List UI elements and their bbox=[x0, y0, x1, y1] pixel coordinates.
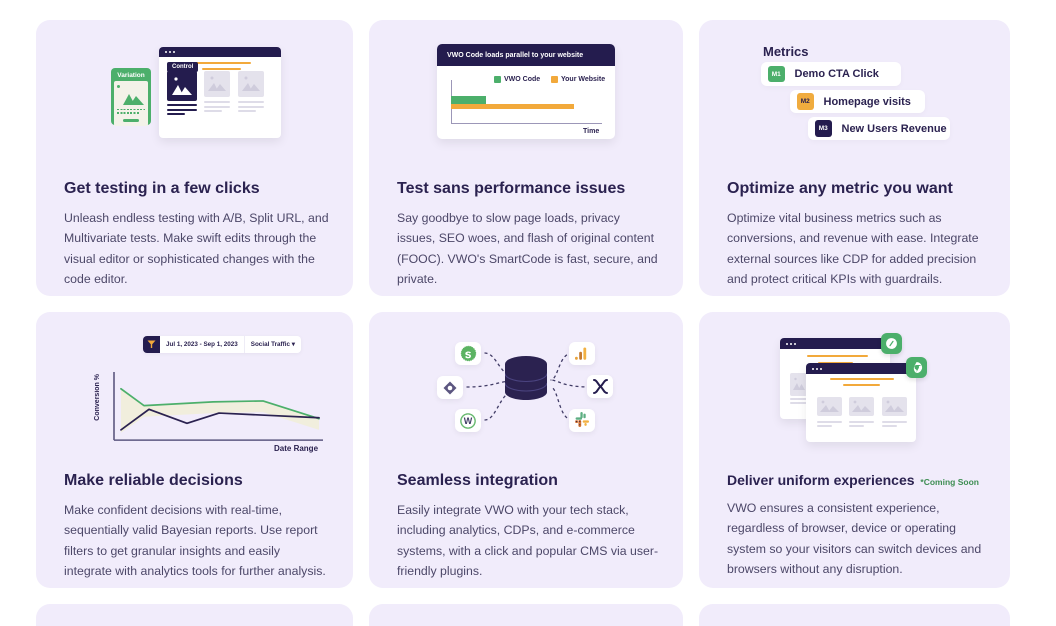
svg-text:W: W bbox=[464, 416, 473, 426]
